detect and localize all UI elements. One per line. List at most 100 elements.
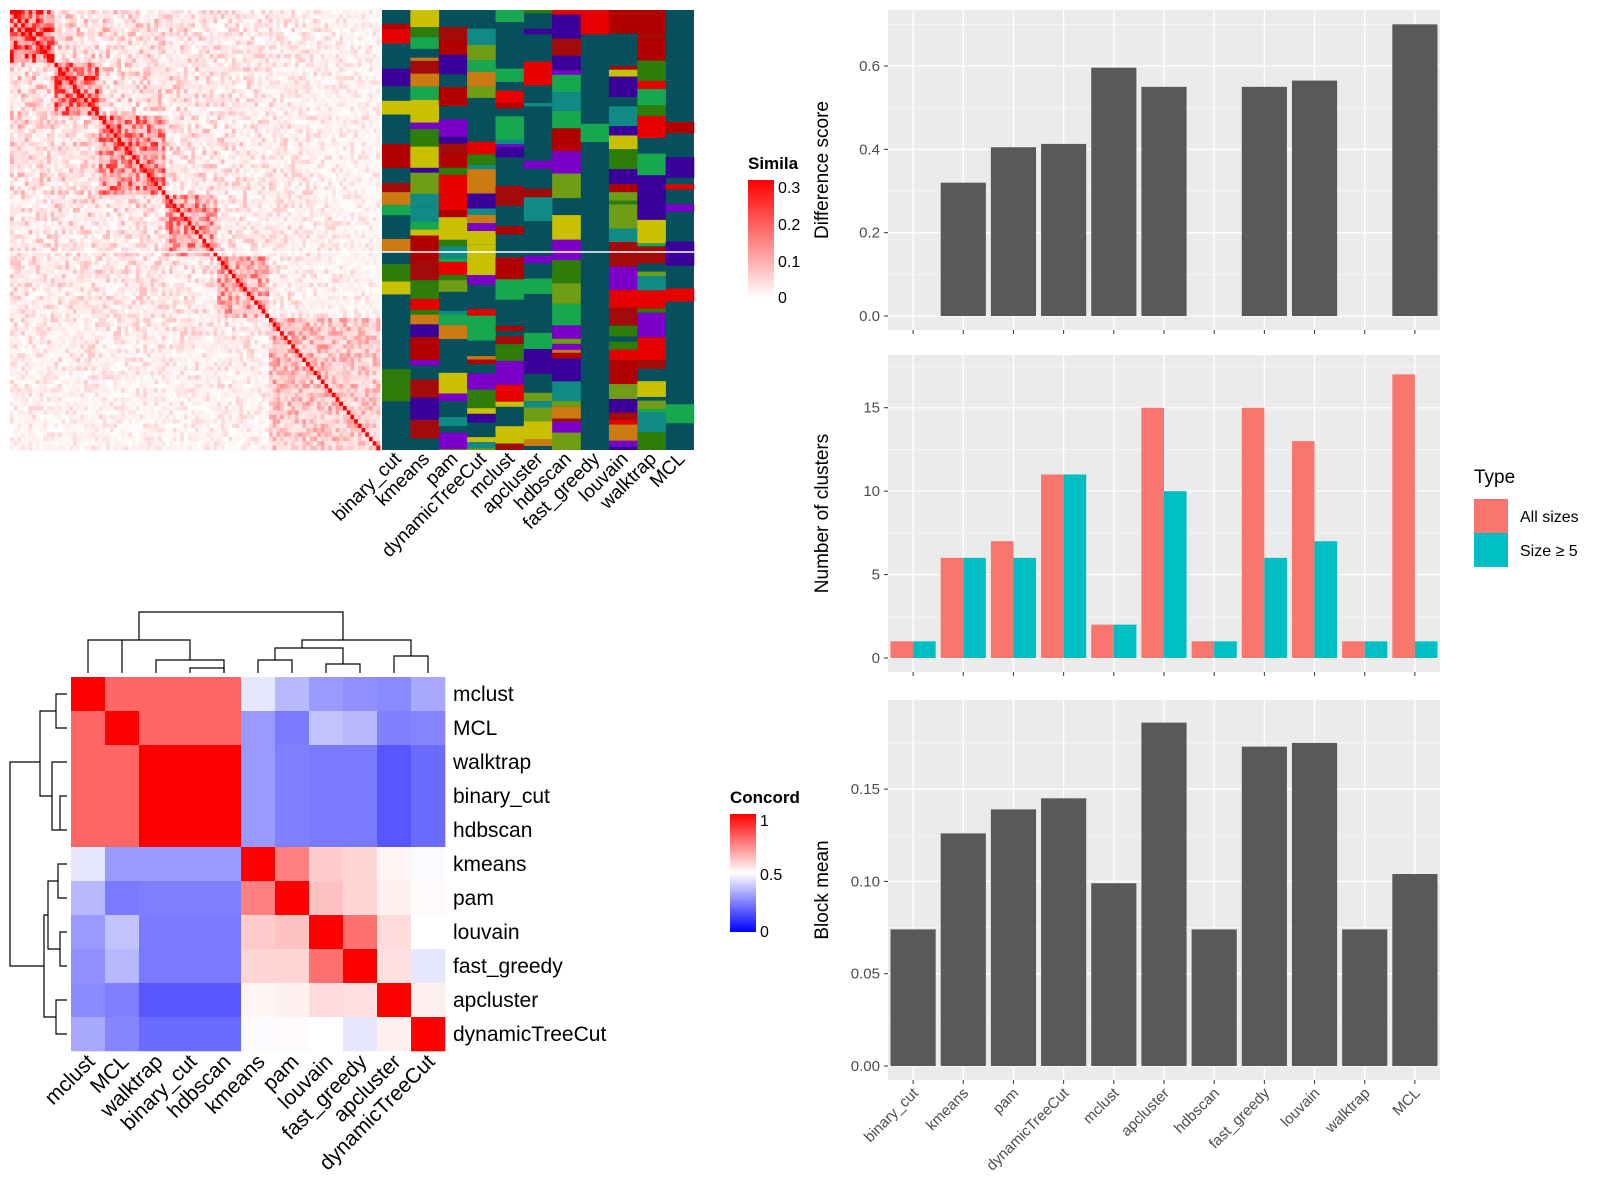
similarity-cell xyxy=(95,58,100,64)
similarity-cell xyxy=(113,146,118,152)
similarity-cell xyxy=(372,133,377,138)
similarity-cell xyxy=(343,89,348,94)
similarity-cell xyxy=(10,111,15,116)
similarity-cell xyxy=(135,150,140,156)
similarity-cell xyxy=(161,199,166,204)
similarity-cell xyxy=(280,172,285,178)
similarity-cell xyxy=(339,27,344,33)
similarity-cell xyxy=(272,225,277,231)
similarity-cell xyxy=(139,172,144,178)
similarity-cell xyxy=(28,10,33,15)
similarity-cell xyxy=(283,98,288,103)
similarity-cell xyxy=(13,203,18,209)
similarity-cell xyxy=(283,150,288,156)
similarity-cell xyxy=(331,102,336,108)
similarity-cell xyxy=(102,212,107,218)
similarity-cell xyxy=(298,133,303,138)
similarity-cell xyxy=(235,142,240,147)
similarity-cell xyxy=(228,58,233,64)
similarity-cell xyxy=(80,111,85,116)
similarity-cell xyxy=(291,212,296,218)
similarity-heatmap-panel: binary_cutkmeanspamdynamicTreeCutmclusta… xyxy=(10,10,800,562)
similarity-cell xyxy=(61,164,66,169)
similarity-cell xyxy=(206,62,211,68)
similarity-cell xyxy=(109,120,114,125)
similarity-cell xyxy=(224,190,229,196)
similarity-cell xyxy=(72,221,77,226)
similarity-cell xyxy=(195,49,200,55)
similarity-cell xyxy=(209,164,214,169)
similarity-cell xyxy=(346,225,351,231)
similarity-cell xyxy=(17,111,22,116)
similarity-cell xyxy=(98,150,103,156)
similarity-cell xyxy=(313,23,318,28)
similarity-cell xyxy=(365,58,370,64)
similarity-cell xyxy=(161,36,166,42)
similarity-cell xyxy=(61,133,66,138)
similarity-cell xyxy=(206,150,211,156)
similarity-cell xyxy=(195,172,200,178)
similarity-cell xyxy=(276,181,281,187)
similarity-cell xyxy=(128,71,133,77)
similarity-cell xyxy=(206,89,211,94)
similarity-cell xyxy=(98,49,103,55)
similarity-cell xyxy=(172,45,177,50)
similarity-cell xyxy=(361,172,366,178)
similarity-cell xyxy=(350,54,355,59)
similarity-cell xyxy=(95,186,100,191)
similarity-cell xyxy=(132,98,137,103)
similarity-cell xyxy=(65,168,70,174)
similarity-cell xyxy=(209,89,214,94)
similarity-cell xyxy=(95,168,100,174)
similarity-cell xyxy=(209,45,214,50)
similarity-cell xyxy=(87,23,92,28)
similarity-cell xyxy=(320,155,325,160)
similarity-cell xyxy=(165,164,170,169)
similarity-cell xyxy=(10,18,15,24)
similarity-cell xyxy=(139,150,144,156)
similarity-cell xyxy=(276,124,281,130)
similarity-cell xyxy=(294,111,299,116)
similarity-cell xyxy=(246,58,251,64)
similarity-cell xyxy=(346,199,351,204)
similarity-cell xyxy=(313,32,318,37)
similarity-cell xyxy=(376,199,381,204)
similarity-cell xyxy=(154,111,159,116)
similarity-cell xyxy=(272,80,277,86)
similarity-cell xyxy=(24,186,29,191)
similarity-cell xyxy=(309,120,314,125)
similarity-cell xyxy=(91,186,96,191)
similarity-cell xyxy=(128,155,133,160)
similarity-cell xyxy=(124,45,129,50)
similarity-cell xyxy=(324,155,329,160)
similarity-cell xyxy=(195,76,200,81)
similarity-cell xyxy=(372,216,377,222)
similarity-cell xyxy=(61,54,66,59)
similarity-cell xyxy=(158,133,163,138)
similarity-cell xyxy=(302,58,307,64)
similarity-cell xyxy=(209,203,214,209)
similarity-cell xyxy=(10,203,15,209)
similarity-cell xyxy=(32,49,37,55)
similarity-cell xyxy=(113,14,118,20)
similarity-cell xyxy=(239,49,244,55)
similarity-cell xyxy=(128,76,133,81)
similarity-cell xyxy=(154,155,159,160)
similarity-cell xyxy=(368,164,373,169)
similarity-cell xyxy=(257,137,262,143)
similarity-cell xyxy=(217,142,222,147)
similarity-cell xyxy=(250,142,255,147)
similarity-cell xyxy=(165,106,170,112)
similarity-cell xyxy=(13,62,18,68)
similarity-cell xyxy=(206,172,211,178)
similarity-cell xyxy=(10,159,15,165)
similarity-cell xyxy=(117,27,122,33)
similarity-cell xyxy=(206,190,211,196)
similarity-cell xyxy=(335,18,340,24)
similarity-cell xyxy=(232,106,237,112)
similarity-cell xyxy=(17,186,22,191)
similarity-cell xyxy=(357,62,362,68)
similarity-cell xyxy=(150,177,155,182)
similarity-cell xyxy=(206,186,211,191)
similarity-cell xyxy=(343,164,348,169)
